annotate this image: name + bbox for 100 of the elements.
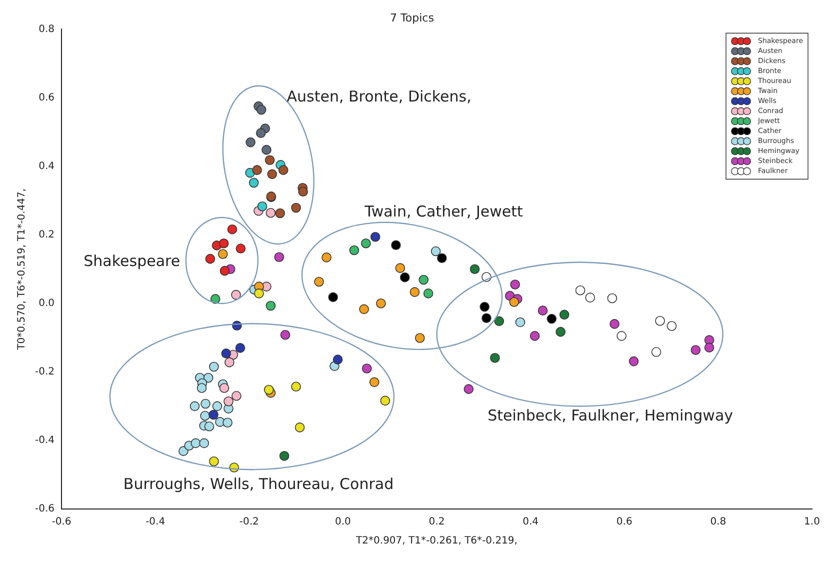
point [236, 244, 246, 254]
point [464, 384, 474, 394]
annotation: Burroughs, Wells, Thoureau, Conrad [123, 474, 394, 493]
point [278, 165, 288, 175]
point [490, 352, 500, 363]
x-tick-label: 0.4 [522, 516, 539, 528]
point [267, 169, 278, 180]
x-tick-label: 0.0 [334, 516, 351, 528]
point [291, 202, 301, 213]
point [666, 321, 677, 331]
point [204, 422, 214, 432]
point [224, 396, 234, 406]
point [494, 316, 504, 326]
point [221, 348, 232, 358]
point [231, 290, 241, 300]
point [690, 345, 701, 355]
point [199, 438, 210, 448]
point [470, 264, 480, 274]
point [220, 266, 230, 276]
point [218, 249, 228, 259]
point [361, 238, 371, 248]
point [410, 287, 420, 297]
point [628, 356, 639, 366]
point [262, 144, 272, 155]
x-tick-label: 0.8 [710, 516, 726, 528]
point [704, 342, 714, 352]
point [359, 304, 369, 314]
point [349, 245, 360, 256]
point [362, 364, 372, 374]
point [314, 276, 324, 287]
y-tick-label: -0.6 [34, 504, 55, 515]
point [616, 331, 626, 341]
point [332, 354, 343, 364]
point [391, 240, 401, 250]
y-tick-label: 0.4 [38, 160, 55, 172]
y-tick-label: 0.2 [38, 229, 55, 240]
point [585, 292, 596, 302]
point [610, 319, 620, 329]
point [575, 285, 586, 296]
point [246, 137, 256, 148]
point [482, 313, 492, 324]
point [190, 438, 201, 448]
point [264, 384, 274, 395]
point [509, 297, 520, 307]
point [209, 362, 219, 372]
x-tick-label: 0.6 [616, 516, 632, 528]
point [395, 263, 406, 273]
x-tick-label: -0.6 [52, 516, 72, 528]
point [655, 316, 665, 326]
point [224, 357, 234, 368]
chart-title: 7 Topics [390, 11, 434, 24]
point [275, 208, 285, 218]
point [200, 410, 210, 421]
point [651, 347, 662, 357]
annotation: Shakespeare [84, 252, 180, 270]
point [232, 391, 242, 401]
point [423, 288, 434, 298]
point [400, 272, 410, 282]
point [280, 330, 290, 340]
point [328, 292, 338, 302]
point [480, 302, 490, 312]
point [227, 224, 238, 234]
y-tick-label: 0.6 [38, 92, 55, 104]
point [266, 300, 276, 311]
point [254, 288, 264, 298]
point [376, 298, 386, 308]
x-tick-label: 0.2 [428, 516, 445, 528]
point [430, 246, 441, 256]
point [515, 317, 526, 328]
point [235, 343, 246, 353]
point [196, 383, 207, 393]
point [418, 274, 429, 285]
y-tick-label: -0.2 [34, 366, 55, 378]
point [510, 280, 520, 290]
point [264, 155, 275, 166]
point [248, 178, 259, 188]
point [222, 418, 232, 428]
point [291, 382, 301, 392]
point [257, 201, 268, 212]
point [322, 252, 332, 262]
point [559, 310, 570, 320]
point [530, 331, 540, 341]
annotation: Austen, Bronte, Dickens, [286, 88, 472, 106]
point [294, 422, 305, 432]
y-tick-label: 0.0 [38, 298, 55, 309]
point [274, 252, 284, 262]
point [212, 401, 222, 412]
point [218, 238, 229, 248]
point [546, 314, 557, 324]
point [414, 333, 425, 343]
point [266, 208, 276, 218]
y-tick-label: -0.4 [34, 435, 55, 446]
x-axis-title: T2*0.907, T1*-0.261, T6*-0.219, [355, 536, 518, 547]
point [607, 293, 618, 304]
y-axis-title: T0*0.570, T6*-0.519, T1*-0.447, [16, 188, 28, 351]
point [256, 104, 266, 115]
x-tick-label: -0.2 [239, 516, 259, 528]
point [219, 383, 230, 393]
point [538, 306, 548, 316]
point [252, 165, 262, 175]
